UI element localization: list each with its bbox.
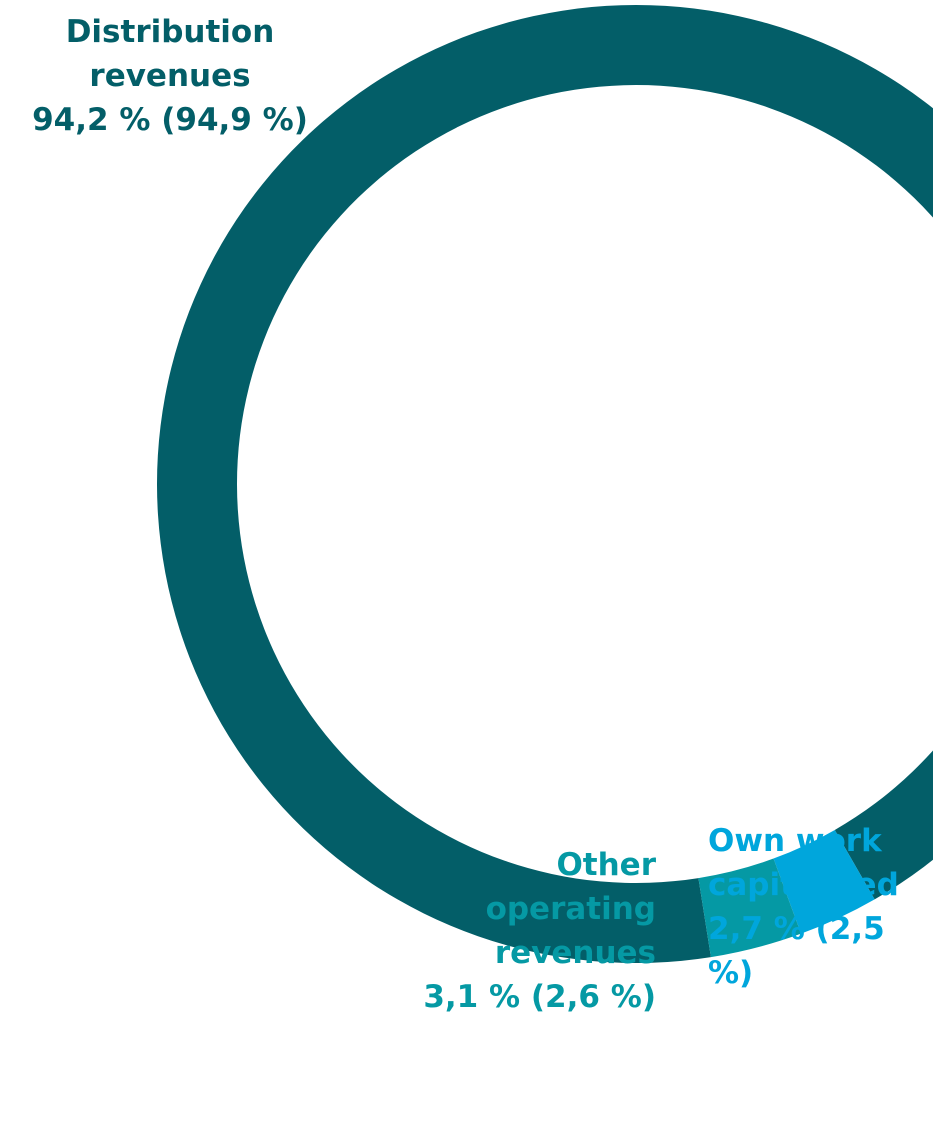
slice-other-operating-revenues xyxy=(698,858,802,958)
slice-value: 94,2 % (94,9 %) xyxy=(32,102,308,138)
slice-distribution-revenues xyxy=(157,5,933,963)
slice-own-work-capitalised xyxy=(773,829,875,934)
slice-name-line: Own work xyxy=(708,823,882,859)
label-distribution-revenues: Distribution revenues 94,2 % (94,9 %) xyxy=(10,10,330,142)
label-own-work-capitalised: Own work capitalised 2,7 % (2,5 %) xyxy=(708,819,933,995)
slice-value: 3,1 % (2,6 %) xyxy=(423,979,656,1015)
slice-value: 2,7 % (2,5 %) xyxy=(708,911,885,991)
slice-name-line: revenues xyxy=(494,935,656,971)
slice-name-line: Other xyxy=(556,847,656,883)
slice-name-line: Distribution xyxy=(65,14,275,50)
label-other-operating-revenues: Other operating revenues 3,1 % (2,6 %) xyxy=(380,843,656,1019)
slice-name-line: revenues xyxy=(89,58,251,94)
slice-name-line: capitalised xyxy=(708,867,899,903)
slice-name-line: operating xyxy=(485,891,656,927)
